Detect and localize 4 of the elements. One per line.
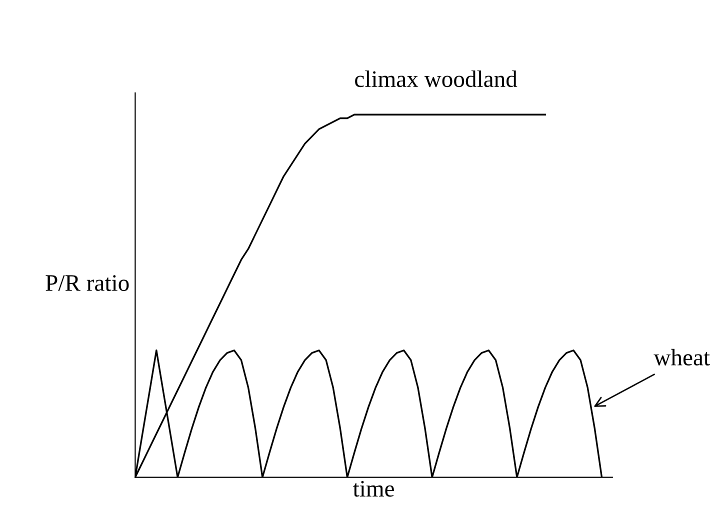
- text: wheat: [654, 348, 710, 366]
- x-axis-title: time: [353, 480, 394, 497]
- y-axis-title: P/R ratio: [46, 275, 129, 291]
- series-label: climax woodland: [355, 70, 518, 88]
